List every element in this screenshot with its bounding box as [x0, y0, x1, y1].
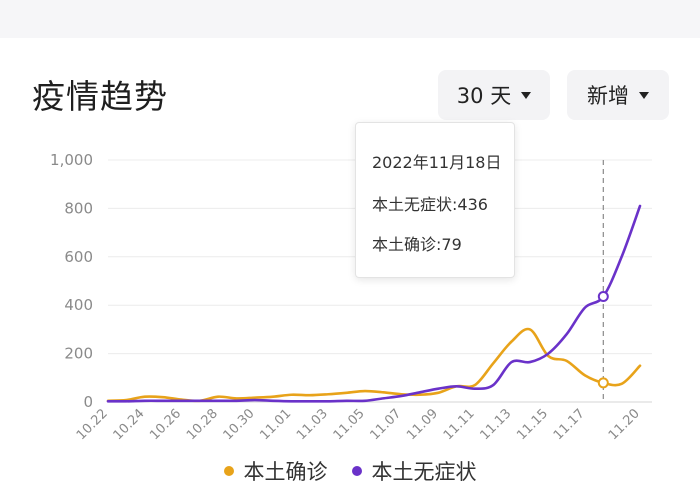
caret-down-icon — [521, 91, 532, 99]
y-tick-label: 800 — [64, 199, 93, 217]
metric-dropdown[interactable]: 新增 — [567, 70, 669, 120]
x-tick-label: 11.01 — [257, 406, 294, 443]
x-tick-label: 11.05 — [331, 406, 368, 443]
tooltip-asymptomatic: 本土无症状:436 — [372, 195, 488, 214]
x-tick-label: 11.15 — [514, 406, 551, 443]
x-tick-label: 10.24 — [111, 406, 148, 443]
y-tick-label: 600 — [64, 248, 93, 266]
page-title: 疫情趋势 — [32, 77, 168, 116]
legend-item-asymptomatic[interactable]: 本土无症状 — [351, 456, 477, 486]
y-tick-label: 1,000 — [50, 151, 93, 169]
x-tick-label: 10.28 — [184, 406, 221, 443]
asymptomatic-highlight-marker — [597, 290, 609, 302]
y-tick-label: 400 — [64, 296, 93, 314]
metric-dropdown-label: 新增 — [587, 84, 629, 108]
confirmed-series-line — [106, 327, 642, 403]
legend-dot-confirmed — [223, 466, 234, 476]
y-tick-label: 200 — [64, 345, 93, 363]
tooltip-confirmed: 本土确诊:79 — [372, 235, 462, 254]
asymptomatic-series-line — [106, 204, 642, 403]
x-tick-label: 11.09 — [404, 406, 441, 443]
x-tick-label: 11.20 — [606, 406, 643, 443]
caret-down-icon — [639, 91, 649, 99]
trend-chart[interactable]: 0 200 400 600 800 1,000 10.22 10.24 10.26 10.28 10… — [0, 130, 700, 455]
tooltip-date: 2022年11月18日 — [372, 153, 502, 172]
range-dropdown-label: 30 天 — [456, 84, 512, 108]
chart-tooltip: 2022年11月18日 本土无症状:436 本土确诊:79 — [355, 122, 515, 278]
legend-label-asymptomatic: 本土无症状 — [371, 460, 477, 484]
range-dropdown[interactable]: 30 天 — [438, 70, 550, 120]
top-strip — [0, 0, 700, 38]
x-tick-label: 11.13 — [477, 406, 514, 443]
y-tick-label: 0 — [83, 393, 93, 411]
x-tick-label: 10.26 — [147, 406, 184, 443]
legend-item-confirmed[interactable]: 本土确诊 — [223, 456, 328, 486]
x-tick-label: 11.11 — [441, 406, 478, 443]
chart-legend: 本土确诊 本土无症状 — [0, 456, 700, 486]
confirmed-highlight-marker — [597, 377, 609, 389]
legend-label-confirmed: 本土确诊 — [243, 460, 328, 484]
x-tick-label: 10.22 — [74, 406, 111, 443]
x-tick-label: 11.03 — [294, 406, 331, 443]
x-tick-label: 11.07 — [367, 406, 404, 443]
x-tick-label: 10.30 — [221, 406, 258, 443]
legend-dot-asymptomatic — [351, 466, 362, 476]
x-tick-label: 11.17 — [551, 406, 588, 443]
